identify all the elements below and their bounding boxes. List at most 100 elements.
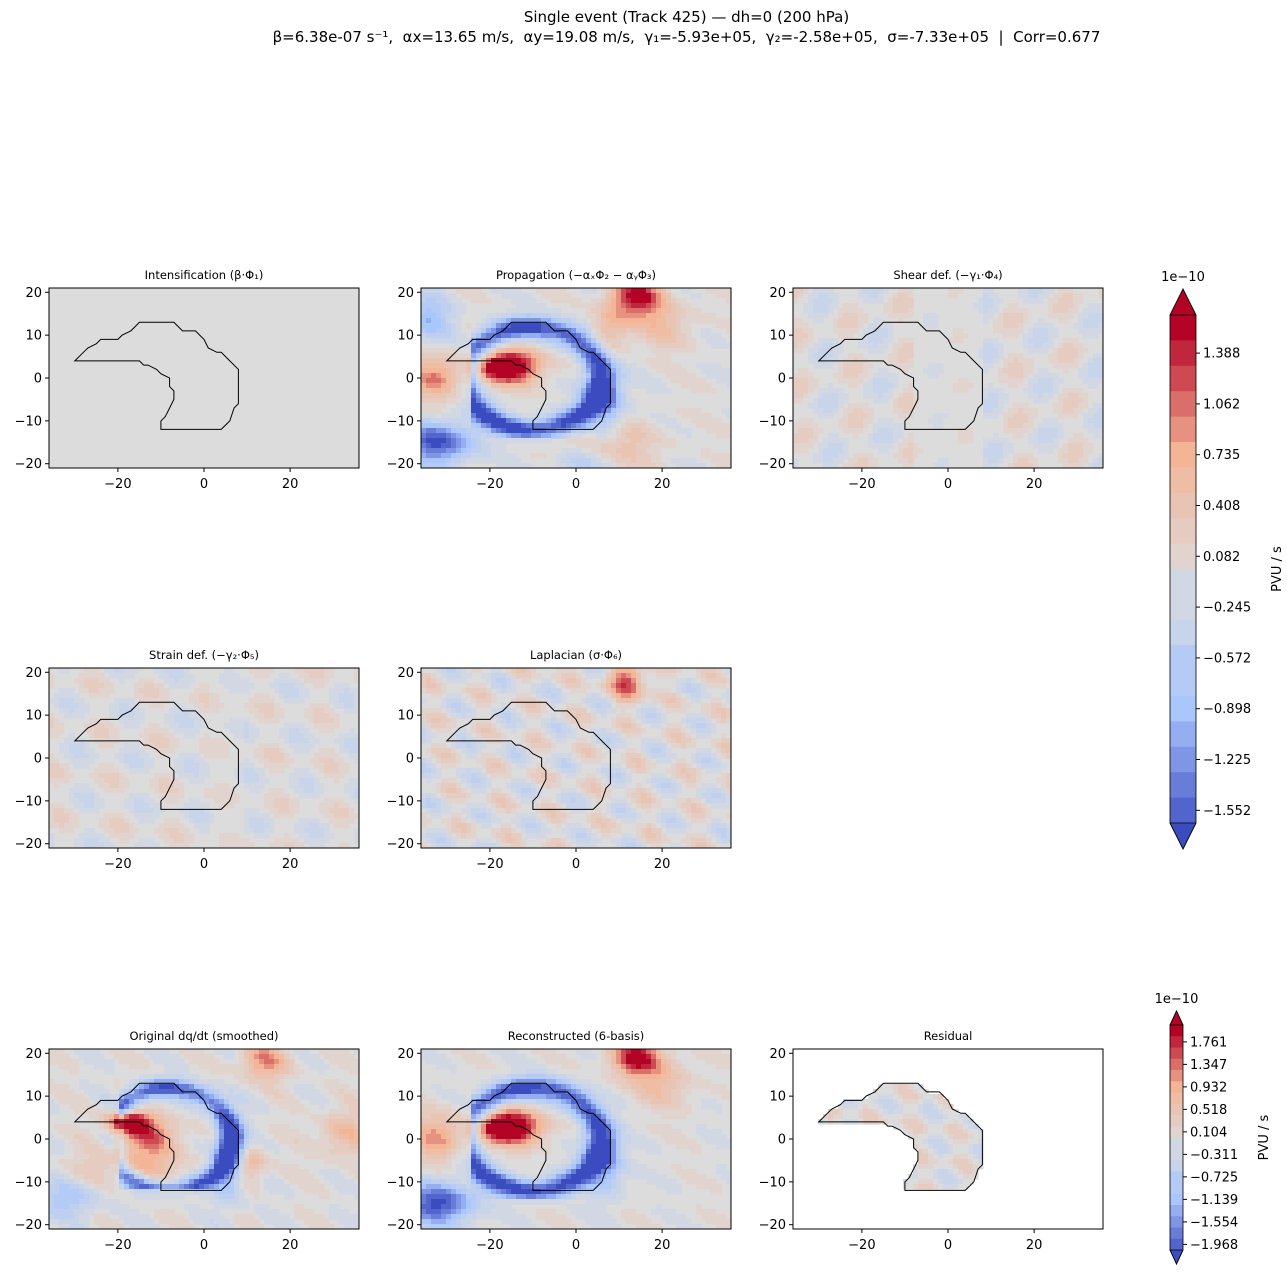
colorbar-tick-label: 0.104: [1190, 1125, 1227, 1140]
x-tick-label: 0: [200, 1238, 208, 1253]
colorbar-offset: 1e−10: [1161, 270, 1205, 285]
colorbar-level: [1170, 442, 1196, 468]
colorbar-level: [1170, 772, 1196, 798]
y-tick-label: 20: [25, 286, 42, 301]
y-tick-label: 0: [406, 372, 414, 387]
x-tick-label: −20: [848, 477, 875, 492]
track-contour: [73, 1082, 239, 1191]
y-tick-label: 0: [34, 752, 42, 767]
panel-propagation: Propagation (−αₓΦ₂ − αᵧΦ₃) −20 0 20 20 10 0 −10…: [387, 268, 732, 492]
colorbar-level: [1170, 1238, 1183, 1251]
colorbar-level: [1170, 1126, 1183, 1138]
colorbar-tick-label: −1.968: [1190, 1238, 1238, 1253]
panel-title: Original dq/dt (smoothed): [129, 1029, 278, 1043]
colorbar-label: PVU / s: [1257, 1114, 1272, 1160]
colorbar-level: [1170, 619, 1196, 646]
colorbar-level: [1170, 315, 1196, 341]
y-tick-label: 10: [397, 329, 414, 344]
x-tick-label: 20: [1026, 1238, 1043, 1253]
colorbar-tick-label: 0.932: [1190, 1080, 1227, 1095]
y-tick-label: 0: [34, 372, 42, 387]
y-tick-label: 20: [25, 1047, 42, 1062]
colorbar-level: [1170, 365, 1196, 392]
heatmap-field: [421, 1049, 731, 1229]
panel-title: Propagation (−αₓΦ₂ − αᵧΦ₃): [496, 268, 656, 282]
track-contour: [73, 701, 239, 810]
x-tick-label: −20: [476, 1238, 503, 1253]
x-tick-label: −20: [476, 857, 503, 872]
y-tick-label: 20: [769, 1047, 786, 1062]
x-tick-label: 0: [200, 477, 208, 492]
colorbar-tick-label: −0.245: [1203, 601, 1251, 616]
colorbar-level: [1170, 670, 1196, 697]
x-tick-label: −20: [476, 477, 503, 492]
colorbar-level: [1170, 721, 1196, 748]
y-tick-label: −10: [15, 1175, 42, 1190]
colorbar-tick-label: 0.518: [1190, 1103, 1227, 1118]
y-tick-label: −20: [387, 837, 414, 852]
y-tick-label: 0: [406, 1133, 414, 1148]
panel-original: Original dq/dt (smoothed) −20 0 20 20 10 0 −10 −…: [15, 1029, 360, 1253]
x-tick-label: 20: [654, 1238, 671, 1253]
colorbar-offset: 1e−10: [1155, 992, 1199, 1007]
colorbar-tick-label: −1.552: [1203, 804, 1251, 819]
panel-intensification: Intensification (β·Φ₁) −20 0 20 20 10 0 −10 −20: [15, 268, 360, 492]
colorbar-tick-label: −0.725: [1190, 1170, 1238, 1185]
colorbar-top: 1.388 1.062 0.735 0.408 0.082 −0.245 −0.572 −0.…: [1161, 270, 1285, 850]
y-tick-label: 10: [25, 1090, 42, 1105]
y-tick-label: −10: [15, 794, 42, 809]
x-tick-label: 20: [282, 477, 299, 492]
colorbar-level: [1170, 1182, 1183, 1195]
y-tick-label: 0: [778, 372, 786, 387]
heatmap-field: [793, 288, 1103, 468]
x-tick-label: −20: [104, 857, 131, 872]
panel-title: Residual: [924, 1029, 973, 1043]
colorbar-level: [1170, 391, 1196, 417]
colorbar-tick-label: −1.225: [1203, 753, 1251, 768]
y-tick-label: 10: [25, 709, 42, 724]
colorbar-level: [1170, 1193, 1183, 1206]
y-tick-label: 0: [34, 1133, 42, 1148]
panel-title: Reconstructed (6-basis): [508, 1029, 645, 1043]
colorbar-level: [1170, 1160, 1183, 1172]
colorbar-level: [1170, 696, 1196, 722]
colorbar-level: [1170, 416, 1196, 443]
x-tick-label: −20: [104, 1238, 131, 1253]
colorbar-level: [1170, 1115, 1183, 1127]
colorbar-tick-label: 1.347: [1190, 1058, 1227, 1073]
colorbar-tick-label: 1.062: [1203, 397, 1240, 412]
colorbar-level: [1170, 797, 1196, 824]
track-contour: [817, 321, 983, 430]
colorbar-tick-label: 0.735: [1203, 448, 1240, 463]
colorbar-level: [1170, 1205, 1183, 1217]
colorbar-level: [1170, 1227, 1183, 1240]
heatmap-field: [49, 668, 359, 848]
colorbar-level: [1170, 645, 1196, 671]
y-tick-label: 20: [397, 666, 414, 681]
y-tick-label: −10: [387, 794, 414, 809]
y-tick-label: 10: [397, 1090, 414, 1105]
colorbar-level: [1170, 1216, 1183, 1228]
y-tick-label: 0: [406, 752, 414, 767]
y-tick-label: −20: [15, 1218, 42, 1233]
colorbar-level: [1170, 746, 1196, 773]
x-tick-label: 0: [200, 857, 208, 872]
colorbar-level: [1170, 518, 1196, 544]
colorbar-level: [1170, 1070, 1183, 1082]
colorbar-label: PVU / s: [1270, 546, 1285, 592]
colorbar-level: [1170, 1025, 1183, 1037]
x-tick-label: 0: [572, 1238, 580, 1253]
x-tick-label: 20: [1026, 477, 1043, 492]
y-tick-label: −10: [15, 414, 42, 429]
colorbar-bottom: 1.761 1.347 0.932 0.518 0.104 −0.311 −0.725 −1.…: [1155, 992, 1272, 1265]
x-tick-label: −20: [104, 477, 131, 492]
panel-title: Shear def. (−γ₁·Φ₄): [893, 268, 1002, 282]
y-tick-label: −20: [387, 1218, 414, 1233]
colorbar-level: [1170, 1081, 1183, 1093]
colorbar-level: [1170, 340, 1196, 367]
panel-title: Laplacian (σ·Φ₆): [530, 648, 622, 662]
colorbar-tick-label: −1.139: [1190, 1193, 1238, 1208]
track-contour: [445, 321, 611, 430]
y-tick-label: 20: [397, 1047, 414, 1062]
x-tick-label: 0: [944, 1238, 952, 1253]
